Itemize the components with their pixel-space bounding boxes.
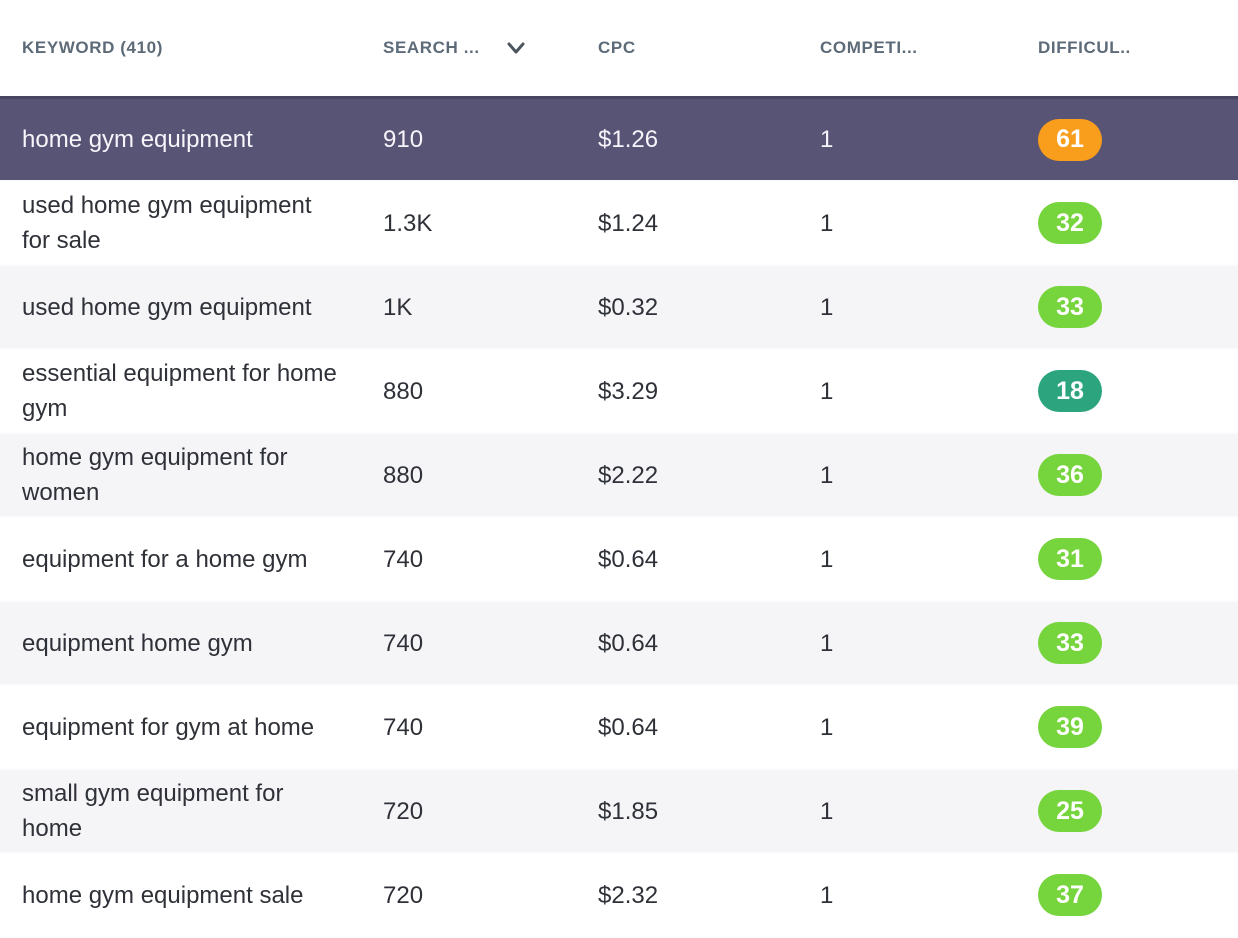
competition-cell: 1	[820, 293, 834, 321]
keyword-cell: home gym equipment sale	[22, 881, 304, 909]
cpc-cell: $2.22	[598, 461, 659, 489]
search-volume-cell: 910	[383, 126, 424, 153]
table-row[interactable]: equipment for gym at home 740 $0.64 1 39	[0, 684, 1238, 768]
cpc-cell: $0.32	[598, 293, 659, 321]
column-header-search-volume[interactable]: SEARCH ...	[383, 38, 598, 58]
search-volume-cell: 720	[383, 797, 424, 825]
table-row[interactable]: used home gym equipment 1K $0.32 1 33	[0, 264, 1238, 348]
keyword-cell: equipment for gym at home	[22, 713, 315, 741]
table-body: home gym equipment 910 $1.26 1 61 used h…	[0, 96, 1238, 936]
cpc-cell: $1.24	[598, 209, 659, 237]
difficulty-badge[interactable]: 39	[1038, 706, 1102, 748]
competition-cell: 1	[820, 545, 834, 573]
competition-cell: 1	[820, 797, 834, 825]
search-volume-cell: 1K	[383, 293, 413, 321]
difficulty-cell: 18	[1038, 370, 1238, 412]
difficulty-badge[interactable]: 37	[1038, 874, 1102, 916]
column-header-cpc[interactable]: CPC	[598, 38, 636, 57]
search-volume-cell: 1.3K	[383, 209, 433, 237]
keyword-cell: essential equipment for home gym	[22, 360, 337, 422]
difficulty-cell: 31	[1038, 538, 1238, 580]
difficulty-badge[interactable]: 31	[1038, 538, 1102, 580]
table-row[interactable]: used home gym equipment for sale 1.3K $1…	[0, 180, 1238, 264]
table-row[interactable]: home gym equipment sale 720 $2.32 1 37	[0, 852, 1238, 936]
cpc-cell: $1.85	[598, 797, 659, 825]
table-row[interactable]: home gym equipment for women 880 $2.22 1…	[0, 432, 1238, 516]
cpc-cell: $2.32	[598, 881, 659, 909]
competition-cell: 1	[820, 209, 834, 237]
keyword-cell: home gym equipment	[22, 126, 253, 153]
difficulty-cell: 36	[1038, 454, 1238, 496]
column-header-competition[interactable]: COMPETI...	[820, 38, 918, 57]
search-volume-cell: 740	[383, 713, 424, 741]
cpc-cell: $0.64	[598, 713, 659, 741]
search-volume-cell: 740	[383, 545, 424, 573]
keyword-cell: small gym equipment for home	[22, 780, 284, 842]
difficulty-badge[interactable]: 25	[1038, 790, 1102, 832]
competition-cell: 1	[820, 377, 834, 405]
search-volume-cell: 880	[383, 377, 424, 405]
difficulty-badge[interactable]: 33	[1038, 286, 1102, 328]
cpc-cell: $3.29	[598, 377, 659, 405]
competition-cell: 1	[820, 881, 834, 909]
keyword-cell: equipment home gym	[22, 629, 253, 657]
keyword-cell: equipment for a home gym	[22, 545, 308, 573]
difficulty-cell: 61	[1038, 118, 1238, 161]
table-row[interactable]: small gym equipment for home 720 $1.85 1…	[0, 768, 1238, 852]
keyword-cell: home gym equipment for women	[22, 444, 288, 506]
column-header-keyword[interactable]: KEYWORD (410)	[22, 38, 163, 57]
competition-cell: 1	[820, 713, 834, 741]
difficulty-badge[interactable]: 18	[1038, 370, 1102, 412]
table-header: KEYWORD (410) SEARCH ... CPC COMPETI... …	[0, 0, 1238, 96]
chevron-down-icon	[506, 41, 526, 55]
table-row[interactable]: essential equipment for home gym 880 $3.…	[0, 348, 1238, 432]
table-row[interactable]: equipment for a home gym 740 $0.64 1 31	[0, 516, 1238, 600]
difficulty-cell: 39	[1038, 706, 1238, 748]
cpc-cell: $0.64	[598, 545, 659, 573]
competition-cell: 1	[820, 126, 834, 153]
difficulty-cell: 32	[1038, 202, 1238, 244]
cpc-cell: $0.64	[598, 629, 659, 657]
search-volume-cell: 720	[383, 881, 424, 909]
table-row[interactable]: home gym equipment 910 $1.26 1 61	[0, 96, 1238, 180]
difficulty-badge[interactable]: 33	[1038, 622, 1102, 664]
keyword-cell: used home gym equipment for sale	[22, 192, 312, 254]
column-header-difficulty[interactable]: DIFFICUL..	[1038, 38, 1131, 57]
difficulty-badge[interactable]: 61	[1038, 118, 1102, 161]
search-volume-cell: 880	[383, 461, 424, 489]
difficulty-cell: 33	[1038, 286, 1238, 328]
keyword-cell: used home gym equipment	[22, 293, 312, 321]
difficulty-badge[interactable]: 32	[1038, 202, 1102, 244]
column-header-search-volume-label: SEARCH ...	[383, 38, 480, 57]
search-volume-cell: 740	[383, 629, 424, 657]
difficulty-cell: 25	[1038, 790, 1238, 832]
difficulty-cell: 37	[1038, 874, 1238, 916]
table-row[interactable]: equipment home gym 740 $0.64 1 33	[0, 600, 1238, 684]
cpc-cell: $1.26	[598, 126, 659, 153]
difficulty-cell: 33	[1038, 622, 1238, 664]
competition-cell: 1	[820, 461, 834, 489]
competition-cell: 1	[820, 629, 834, 657]
difficulty-badge[interactable]: 36	[1038, 454, 1102, 496]
